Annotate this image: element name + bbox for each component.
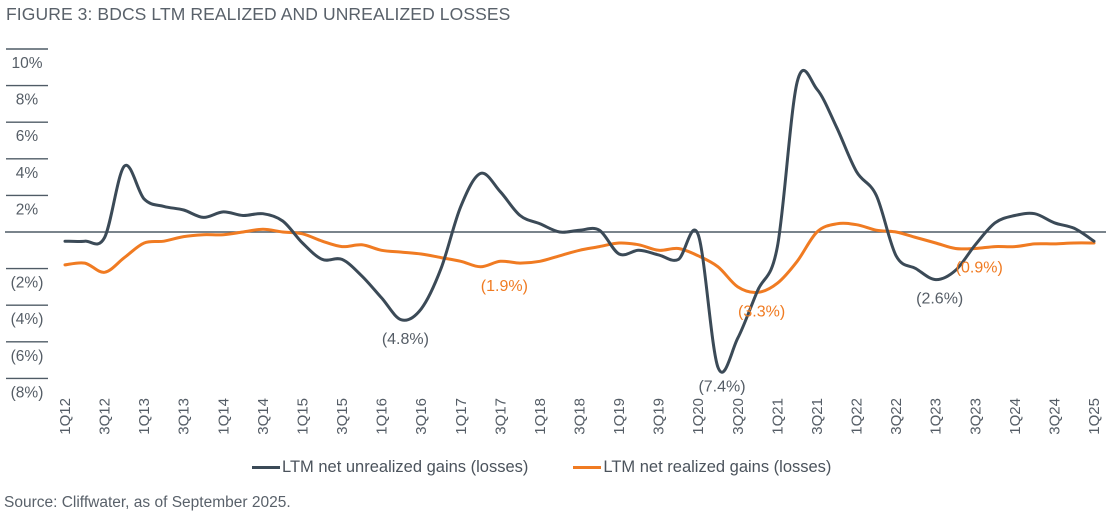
x-tick-label: 3Q16: [413, 398, 430, 435]
x-tick-label: 1Q17: [453, 398, 470, 435]
x-tick-label: 3Q18: [572, 398, 589, 435]
data-label: (1.9%): [481, 278, 528, 295]
x-tick-label: 3Q14: [255, 398, 272, 435]
legend-label-unrealized: LTM net unrealized gains (losses): [282, 458, 529, 476]
x-tick-label: 3Q15: [334, 398, 351, 435]
x-tick-label: 1Q25: [1086, 398, 1103, 435]
x-tick-label: 1Q18: [532, 398, 549, 435]
x-tick-label: 1Q22: [849, 398, 866, 435]
data-label: (7.4%): [698, 378, 745, 395]
x-tick-label: 1Q16: [374, 398, 391, 435]
x-tick-label: 3Q19: [651, 398, 668, 435]
x-tick-label: 1Q20: [690, 398, 707, 435]
y-tick-label: (2%): [11, 275, 44, 292]
legend-item-unrealized: LTM net unrealized gains (losses): [252, 458, 528, 477]
x-tick-label: 1Q13: [136, 398, 153, 435]
legend-swatch-realized: [573, 466, 602, 469]
legend: LTM net unrealized gains (losses) LTM ne…: [252, 458, 831, 477]
data-label: (0.9%): [956, 259, 1003, 276]
y-tick-label: (8%): [11, 384, 44, 401]
y-tick-label: 4%: [16, 165, 39, 182]
x-tick-label: 3Q12: [97, 398, 114, 435]
x-tick-label: 1Q19: [611, 398, 628, 435]
x-tick-label: 3Q22: [888, 398, 905, 435]
x-tick-label: 1Q21: [769, 398, 786, 435]
x-tick-label: 1Q24: [1007, 398, 1024, 435]
line-chart: 10% 8% 6% 4% 2% (2%) (4%) (6%) (8%) (4.8%) (1.9%)…: [5, 48, 1106, 435]
x-tick-label: 3Q23: [967, 398, 984, 435]
series-layer: [63, 69, 1096, 374]
x-tick-label: 1Q14: [215, 398, 232, 435]
y-tick-label: 10%: [11, 55, 42, 72]
y-tick-label: 2%: [16, 201, 39, 218]
series-line-unrealized: [63, 69, 1096, 374]
y-tick-label: (6%): [11, 348, 44, 365]
y-tick-label: 6%: [16, 128, 39, 145]
data-label: (3.3%): [738, 303, 785, 320]
x-tick-label: 1Q15: [294, 398, 311, 435]
legend-label-realized: LTM net realized gains (losses): [603, 458, 832, 476]
annotation-layer: (4.8%) (1.9%) (7.4%) (3.3%) (2.6%) (0.9%): [382, 259, 1003, 395]
chart-title: FIGURE 3: BDCS LTM REALIZED AND UNREALIZ…: [6, 4, 511, 24]
source-note: Source: Cliffwater, as of September 2025…: [4, 494, 291, 511]
x-tick-label: 3Q24: [1046, 398, 1063, 435]
y-tick-label: (4%): [11, 311, 44, 328]
x-tick-label: 1Q23: [928, 398, 945, 435]
x-tick-label: 3Q17: [492, 398, 509, 435]
legend-swatch-unrealized: [252, 466, 280, 469]
legend-item-realized: LTM net realized gains (losses): [573, 458, 831, 477]
x-tick-label: 1Q12: [57, 398, 74, 435]
data-label: (4.8%): [382, 331, 429, 348]
x-tick-label: 3Q21: [809, 398, 826, 435]
series-line-realized: [63, 221, 1096, 295]
x-tick-label: 3Q13: [176, 398, 193, 435]
y-tick-label: 8%: [16, 92, 39, 109]
data-label: (2.6%): [916, 291, 963, 308]
x-axis: 1Q12 3Q12 1Q13 3Q13 1Q14 3Q14 1Q15 3Q15 1Q16 3Q16…: [57, 398, 1103, 435]
x-tick-label: 3Q20: [730, 398, 747, 435]
y-axis: 10% 8% 6% 4% 2% (2%) (4%) (6%) (8%): [6, 48, 48, 401]
